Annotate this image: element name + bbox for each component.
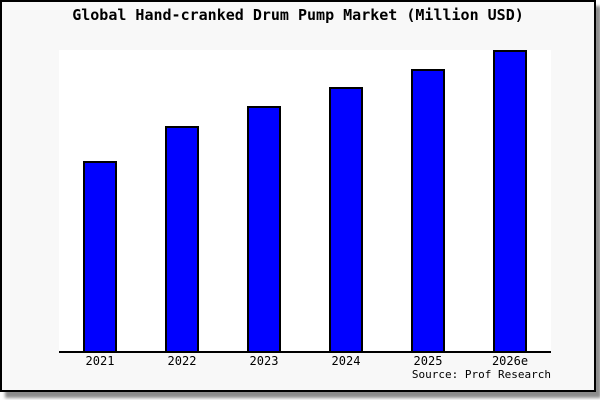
x-tick-label-2022: 2022: [167, 354, 197, 368]
bar-2024: [329, 87, 363, 351]
x-tick-label-2025: 2025: [413, 354, 443, 368]
chart-title: Global Hand-cranked Drum Pump Market (Mi…: [72, 6, 524, 24]
source-credit: Source: Prof Research: [411, 368, 551, 381]
bar-slot: [59, 50, 141, 351]
bar-2025: [411, 69, 445, 351]
bar-2023: [247, 106, 281, 351]
bar-slot: [141, 50, 223, 351]
bar-slot: [305, 50, 387, 351]
bar-2021: [83, 161, 117, 351]
x-axis-labels: 2021 2022 2023 2024 2025 2026e: [59, 354, 551, 368]
bars: [59, 50, 551, 351]
x-tick-label-2026e: 2026e: [491, 354, 529, 368]
bar-slot: [223, 50, 305, 351]
x-tick-label-2021: 2021: [85, 354, 115, 368]
x-tick-label-2023: 2023: [249, 354, 279, 368]
x-tick-label-2024: 2024: [331, 354, 361, 368]
plot-area: [59, 50, 551, 353]
bar-2026e: [493, 50, 527, 351]
bar-slot: [387, 50, 469, 351]
bar-slot: [469, 50, 551, 351]
bar-2022: [165, 126, 199, 351]
chart-card: Global Hand-cranked Drum Pump Market (Mi…: [0, 0, 596, 392]
